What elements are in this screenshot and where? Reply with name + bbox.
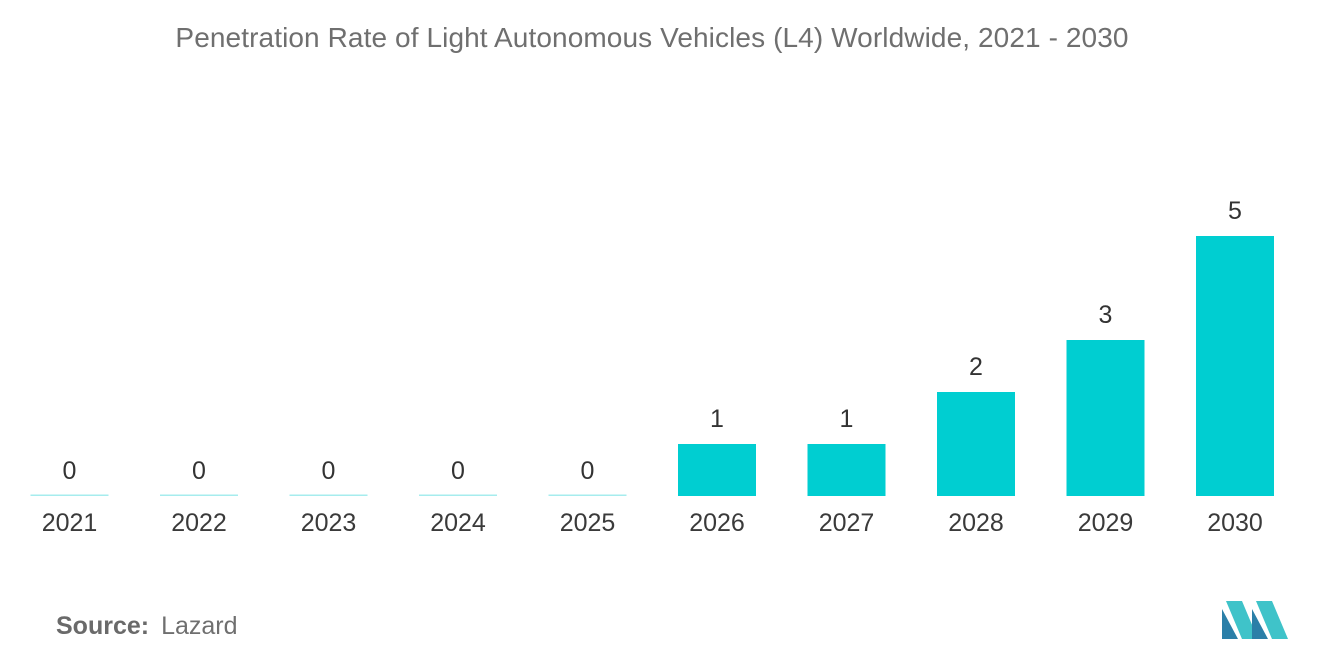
- data-label-2022: 0: [192, 457, 206, 485]
- bar-2027: [807, 444, 886, 496]
- data-label-2025: 0: [581, 457, 595, 485]
- chart-title: Penetration Rate of Light Autonomous Veh…: [175, 22, 1129, 53]
- data-label-2026: 1: [710, 405, 724, 433]
- source-value: Lazard: [161, 612, 238, 640]
- x-tick-label-2025: 2025: [560, 509, 616, 537]
- data-label-2027: 1: [840, 405, 854, 433]
- x-tick-label-2030: 2030: [1207, 509, 1263, 537]
- bar-2024: [419, 494, 497, 496]
- data-label-2024: 0: [451, 457, 465, 485]
- x-tick-label-2029: 2029: [1078, 509, 1134, 537]
- x-axis-tick-labels: 2021 2022 2023 2024 2025 2026 2027 2028 2029 2030: [42, 509, 1263, 537]
- x-tick-label-2026: 2026: [689, 509, 745, 537]
- bars-layer: [30, 236, 1274, 496]
- x-tick-label-2027: 2027: [819, 509, 875, 537]
- bar-2021: [30, 494, 109, 496]
- bar-2030: [1196, 236, 1274, 496]
- data-labels-layer: 0 0 0 0 0 1 1 2 3 5: [63, 197, 1242, 485]
- x-tick-label-2021: 2021: [42, 509, 98, 537]
- mordor-intelligence-logo-icon: [1222, 601, 1288, 639]
- x-tick-label-2028: 2028: [948, 509, 1004, 537]
- bar-2028: [937, 392, 1015, 496]
- bar-2029: [1066, 340, 1145, 496]
- source-label: Source:: [56, 612, 150, 640]
- x-tick-label-2022: 2022: [171, 509, 227, 537]
- bar-2023: [289, 494, 368, 496]
- x-tick-label-2023: 2023: [301, 509, 357, 537]
- data-label-2028: 2: [969, 353, 983, 381]
- source-note: Source: Lazard: [56, 612, 238, 641]
- bar-2026: [678, 444, 756, 496]
- x-tick-label-2024: 2024: [430, 509, 486, 537]
- data-label-2023: 0: [322, 457, 336, 485]
- data-label-2029: 3: [1099, 301, 1113, 329]
- data-label-2030: 5: [1228, 197, 1242, 225]
- bar-2022: [160, 494, 238, 496]
- data-label-2021: 0: [63, 457, 77, 485]
- bar-2025: [548, 494, 627, 496]
